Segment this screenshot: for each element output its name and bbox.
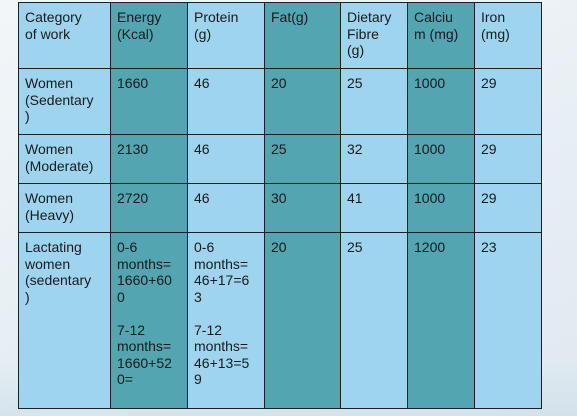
cell-calcium: 1000: [407, 68, 475, 135]
cell-fat: 20: [264, 68, 341, 135]
cell-protein: 0-6 months= 46+17=6 3 7-12 months= 46+13…: [187, 232, 265, 409]
cell-category: Women (Heavy): [18, 183, 111, 233]
table-row: Lactating women (sedentary ) 0-6 months=…: [18, 232, 542, 409]
cell-iron: 29: [474, 68, 542, 135]
header-cell-dietary-fibre: Dietary Fibre (g): [340, 2, 408, 69]
cell-fat: 20: [264, 232, 341, 409]
cell-energy: 2720: [110, 183, 188, 233]
table-row: Women (Moderate) 2130 46 25 32 1000 29: [18, 134, 542, 184]
header-cell-fat: Fat(g): [264, 2, 341, 69]
header-cell-protein: Protein (g): [187, 2, 265, 69]
cell-energy: 2130: [110, 134, 188, 184]
nutrition-table: Category of work Energy (Kcal) Protein (…: [18, 2, 542, 409]
cell-calcium: 1000: [407, 183, 475, 233]
cell-category: Women (Moderate): [18, 134, 111, 184]
cell-category: Lactating women (sedentary ): [18, 232, 111, 409]
cell-protein: 46: [187, 134, 265, 184]
header-cell-calcium: Calciu m (mg): [407, 2, 475, 69]
cell-dietary-fibre: 32: [340, 134, 408, 184]
cell-calcium: 1200: [407, 232, 475, 409]
cell-iron: 29: [474, 134, 542, 184]
header-cell-energy: Energy (Kcal): [110, 2, 188, 69]
cell-energy: 0-6 months= 1660+60 0 7-12 months= 1660+…: [110, 232, 188, 409]
cell-iron: 23: [474, 232, 542, 409]
table-header-row: Category of work Energy (Kcal) Protein (…: [18, 2, 542, 69]
cell-protein: 46: [187, 183, 265, 233]
cell-protein: 46: [187, 68, 265, 135]
cell-fat: 30: [264, 183, 341, 233]
cell-energy: 1660: [110, 68, 188, 135]
cell-fat: 25: [264, 134, 341, 184]
cell-dietary-fibre: 41: [340, 183, 408, 233]
table-row: Women (Sedentary ) 1660 46 20 25 1000 29: [18, 68, 542, 135]
table-row: Women (Heavy) 2720 46 30 41 1000 29: [18, 183, 542, 233]
cell-iron: 29: [474, 183, 542, 233]
cell-category: Women (Sedentary ): [18, 68, 111, 135]
header-cell-category: Category of work: [18, 2, 111, 69]
cell-dietary-fibre: 25: [340, 68, 408, 135]
cell-dietary-fibre: 25: [340, 232, 408, 409]
header-cell-iron: Iron (mg): [474, 2, 542, 69]
cell-calcium: 1000: [407, 134, 475, 184]
